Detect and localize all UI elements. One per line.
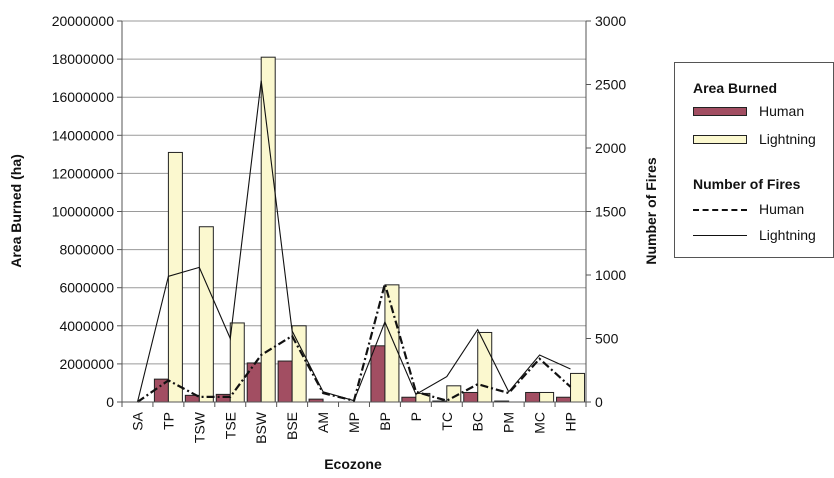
y2-tick-label: 0 <box>595 394 603 410</box>
x-tick-label-sa: SA <box>129 411 145 430</box>
y2-tick-label: 2000 <box>595 140 626 156</box>
x-tick-label-pm: PM <box>501 412 517 433</box>
y2-tick-label: 500 <box>595 331 619 347</box>
x-tick-label-bc: BC <box>470 412 486 431</box>
bar-human-mc <box>525 391 541 403</box>
line-fires-lightning <box>136 80 571 403</box>
x-tick-label-mc: MC <box>532 412 548 434</box>
y-tick-label: 8000000 <box>59 242 114 258</box>
legend-item-fires-human: Human <box>693 201 833 219</box>
bar-lightning-mc <box>539 391 555 403</box>
y-tick-label: 16000000 <box>52 89 115 105</box>
legend-item-area-lightning: Lightning <box>693 131 833 149</box>
bars <box>153 56 586 403</box>
x-axis-title: Ecozone <box>324 456 382 472</box>
y-tick-label: 12000000 <box>52 165 115 181</box>
legend-line-lightning <box>693 235 747 236</box>
x-tick-label-bp: BP <box>377 412 393 431</box>
bar-human-hp <box>556 396 572 403</box>
x-tick-label-hp: HP <box>563 412 579 431</box>
bar-lightning-tse <box>229 322 245 403</box>
tick-labels: 0 2000000 4000000 6000000 8000000 10000000 120… <box>52 13 627 444</box>
legend-item-area-human: Human <box>693 103 833 121</box>
legend-line-human <box>693 209 747 211</box>
bar-lightning-bp <box>384 284 400 403</box>
x-tick-label-p: P <box>408 412 424 421</box>
legend: Area Burned Human Lightning Number of Fi… <box>674 62 834 258</box>
x-tick-label-tp: TP <box>160 412 176 430</box>
bar-human-bsw <box>246 362 262 403</box>
y-tick-label: 20000000 <box>52 13 115 29</box>
y-tick-label: 10000000 <box>52 204 115 220</box>
y-tick-label: 0 <box>106 394 114 410</box>
x-tick-label-am: AM <box>315 412 331 433</box>
y-axis-title: Area Burned (ha) <box>8 154 24 268</box>
bar-human-p <box>401 396 417 403</box>
legend-heading-area-burned: Area Burned <box>693 80 778 96</box>
bar-human-tse <box>215 393 231 403</box>
x-tick-label-tse: TSE <box>222 412 238 439</box>
x-tick-label-bse: BSE <box>284 412 300 440</box>
legend-swatch-human <box>693 107 747 116</box>
bar-lightning-tp <box>167 151 183 403</box>
legend-label-area-human: Human <box>759 103 805 119</box>
x-tick-label-tsw: TSW <box>191 411 207 443</box>
y-tick-label: 18000000 <box>52 51 115 67</box>
bar-human-bse <box>277 360 293 403</box>
legend-swatch-lightning <box>693 135 747 144</box>
x-tick-label-tc: TC <box>439 412 455 431</box>
legend-item-fires-lightning: Lightning <box>693 227 833 245</box>
y-tick-label: 14000000 <box>52 127 115 143</box>
bar-lightning-tsw <box>198 226 214 403</box>
legend-label-area-lightning: Lightning <box>759 131 816 147</box>
bar-human-bp <box>370 345 386 403</box>
legend-label-fires-lightning: Lightning <box>759 227 816 243</box>
legend-heading-number-of-fires: Number of Fires <box>693 176 801 192</box>
y-tick-label: 4000000 <box>59 318 114 334</box>
bar-human-bc <box>463 391 479 403</box>
x-tick-label-bsw: BSW <box>253 411 269 444</box>
y2-tick-label: 1000 <box>595 267 626 283</box>
y2-tick-label: 2500 <box>595 77 626 93</box>
x-tick-label-mp: MP <box>346 412 362 433</box>
y2-tick-label: 3000 <box>595 13 626 29</box>
bar-lightning-bse <box>291 325 307 403</box>
lines <box>136 80 572 403</box>
y2-tick-label: 1500 <box>595 204 626 220</box>
y-tick-label: 2000000 <box>59 356 114 372</box>
bar-lightning-hp <box>570 372 586 403</box>
y2-axis-title: Number of Fires <box>643 157 659 265</box>
axes <box>117 20 591 407</box>
y-tick-label: 6000000 <box>59 280 114 296</box>
gridlines <box>122 20 586 365</box>
legend-label-fires-human: Human <box>759 201 805 217</box>
